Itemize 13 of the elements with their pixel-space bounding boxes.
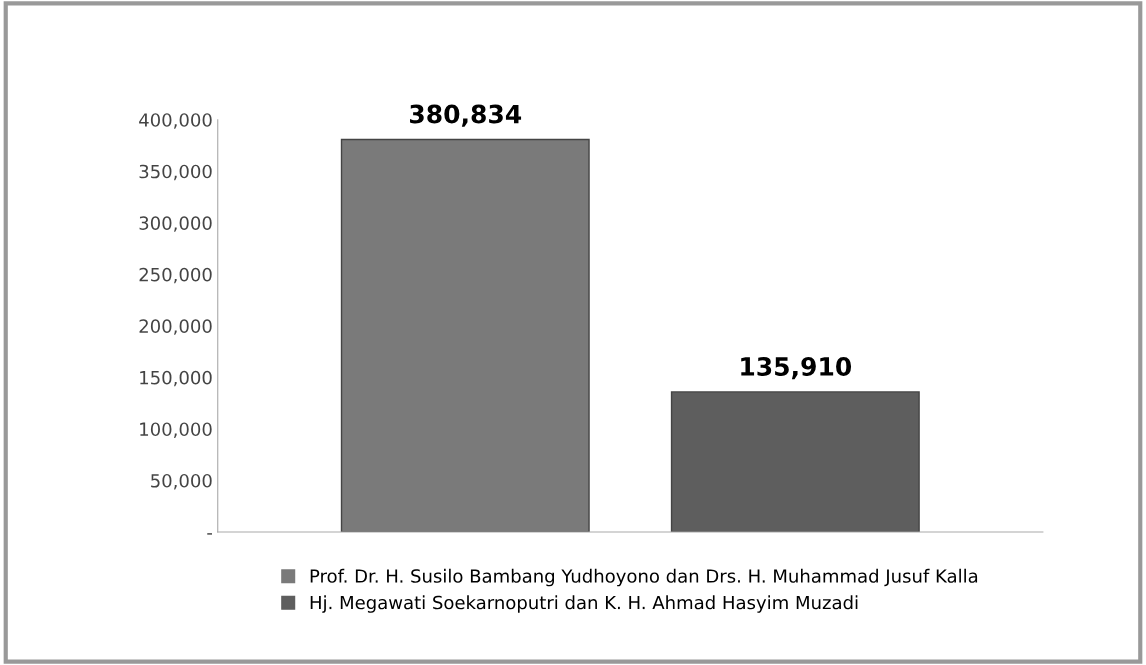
data-label: 380,834 (410, 104, 522, 127)
y-tick-label: - (207, 533, 212, 535)
y-tick-label: 350,000 (139, 164, 212, 181)
y-tick-label: 150,000 (140, 370, 212, 387)
y-tick-label: 100,000 (140, 422, 212, 438)
y-tick-label: 200,000 (139, 319, 212, 335)
data-label: 135,910 (741, 357, 852, 380)
legend-label: Hj. Megawati Soekarnoputri dan K. H. Ahmad Hasyim Muzadi (310, 595, 858, 613)
y-tick-label: 300,000 (139, 216, 212, 232)
y-tick-label: 250,000 (139, 267, 212, 284)
y-tick-label: 400,000 (139, 113, 212, 129)
y-tick-label: 50,000 (151, 473, 212, 490)
legend-label: Prof. Dr. H. Susilo Bambang Yudhoyono dan Drs. H. Muhammad Jusuf Kalla (310, 568, 978, 587)
